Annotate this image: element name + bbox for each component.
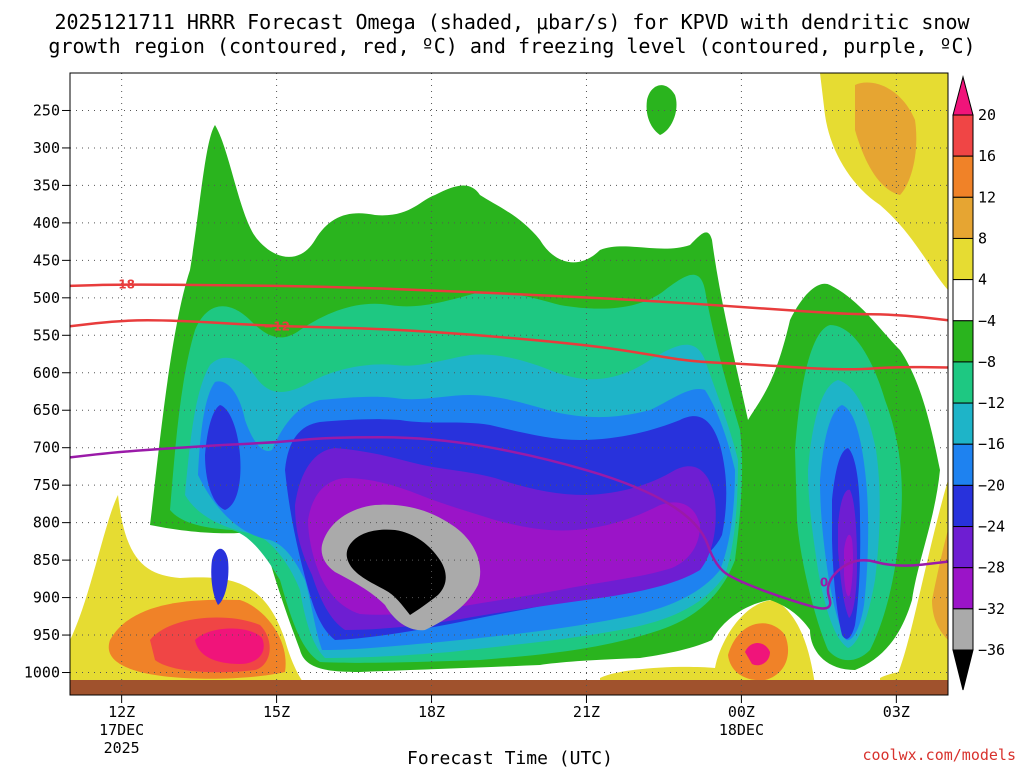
x-tick-label: 21Z <box>573 703 600 721</box>
y-tick-label: 500 <box>33 289 60 307</box>
colorbar-segment <box>952 526 974 569</box>
y-tick-label: 800 <box>33 514 60 532</box>
x-tick-label: 00Z <box>728 703 755 721</box>
colorbar-segment <box>952 484 974 528</box>
colorbar-label: −36 <box>978 641 1005 659</box>
colorbar-segment <box>952 320 974 363</box>
omega-shade-orange-upper-right <box>855 82 917 195</box>
omega-shade-black <box>346 529 446 615</box>
contour-freezing-level-0 <box>70 435 948 610</box>
y-tick-label: 950 <box>33 626 60 644</box>
y-tick-label: 700 <box>33 439 60 457</box>
ground-surface-strip <box>70 680 948 695</box>
y-tick-label: 850 <box>33 551 60 569</box>
y-tick-label: 650 <box>33 401 60 419</box>
contour-dgz-minus12 <box>70 319 948 371</box>
credit-text: coolwx.com/models <box>862 746 1016 764</box>
contour-dgz-minus18 <box>70 283 948 322</box>
omega-shade-blue <box>205 405 241 510</box>
omega-shade-yellow-lower-right <box>895 480 948 685</box>
colorbar-label: −20 <box>978 476 1005 494</box>
colorbar-segment <box>952 155 974 198</box>
gridlines <box>70 73 948 695</box>
y-tick-label: 1000 <box>24 664 60 682</box>
x-tick-sublabel: 18DEC <box>719 721 764 739</box>
colorbar: 20 16 12 8 4 −4 −8 −12 −16 −20 −24 −28 −32 −36 <box>952 75 1005 691</box>
omega-shade-green-upper-blob <box>646 85 677 135</box>
colorbar-segment <box>952 567 974 610</box>
colorbar-label: −28 <box>978 559 1005 577</box>
omega-shade-pink-lower-mid <box>745 643 770 666</box>
contour-lines <box>70 283 948 610</box>
colorbar-label: 16 <box>978 147 996 165</box>
colorbar-label: −8 <box>978 353 996 371</box>
y-axis: 250 300 350 400 450 500 550 600 650 700 750 800 850 9… <box>24 101 70 682</box>
y-tick-label: 600 <box>33 364 60 382</box>
omega-shade-purple-right <box>844 534 854 597</box>
chart-title-line-1: 2025121711 HRRR Forecast Omega (shaded, … <box>54 10 970 34</box>
colorbar-segment <box>952 608 974 651</box>
colorbar-segment <box>952 279 974 322</box>
y-tick-label: 450 <box>33 251 60 269</box>
colorbar-label: −16 <box>978 435 1005 453</box>
colorbar-segment <box>952 443 974 486</box>
colorbar-segment <box>952 237 974 281</box>
y-tick-label: 250 <box>33 101 60 119</box>
y-tick-label: 400 <box>33 214 60 232</box>
y-tick-label: 350 <box>33 176 60 194</box>
colorbar-segment <box>952 361 974 404</box>
y-tick-label: 750 <box>33 476 60 494</box>
contour-labels: −18 −12 0 <box>108 277 828 590</box>
x-tick-label: 18Z <box>418 703 445 721</box>
omega-shaded-field <box>70 73 948 685</box>
x-tick-sublabel: 17DEC <box>99 721 144 739</box>
omega-shade-orange-lower-right <box>932 530 948 640</box>
omega-shade-pink-lower-left <box>195 628 264 664</box>
contour-label-dgz-minus12: −12 <box>263 319 290 333</box>
colorbar-bottom-arrow <box>952 649 974 691</box>
contour-label-dgz-minus18: −18 <box>108 277 135 291</box>
chart-title-line-2: growth region (contoured, red, ºC) and f… <box>48 34 975 58</box>
colorbar-label: 12 <box>978 188 996 206</box>
colorbar-label: 4 <box>978 271 987 289</box>
y-tick-label: 300 <box>33 139 60 157</box>
colorbar-segment <box>952 114 974 157</box>
y-tick-label: 550 <box>33 326 60 344</box>
colorbar-label: 8 <box>978 229 987 247</box>
plot-frame <box>69 72 949 696</box>
omega-shade-blue-upper-dot <box>211 548 229 605</box>
colorbar-label: −32 <box>978 600 1005 618</box>
x-tick-label: 03Z <box>883 703 910 721</box>
y-tick-label: 900 <box>33 589 60 607</box>
colorbar-segment <box>952 402 974 445</box>
colorbar-top-arrow <box>952 75 974 116</box>
colorbar-label: −24 <box>978 518 1005 536</box>
contour-label-freezing-level-0: 0 <box>820 576 828 590</box>
colorbar-segment <box>952 196 974 239</box>
colorbar-label: −12 <box>978 394 1005 412</box>
colorbar-label: −4 <box>978 312 996 330</box>
x-tick-sublabel: 2025 <box>104 739 140 757</box>
x-axis-title: Forecast Time (UTC) <box>407 748 613 768</box>
colorbar-label: 20 <box>978 106 996 124</box>
x-tick-label: 12Z <box>108 703 135 721</box>
x-tick-label: 15Z <box>263 703 290 721</box>
